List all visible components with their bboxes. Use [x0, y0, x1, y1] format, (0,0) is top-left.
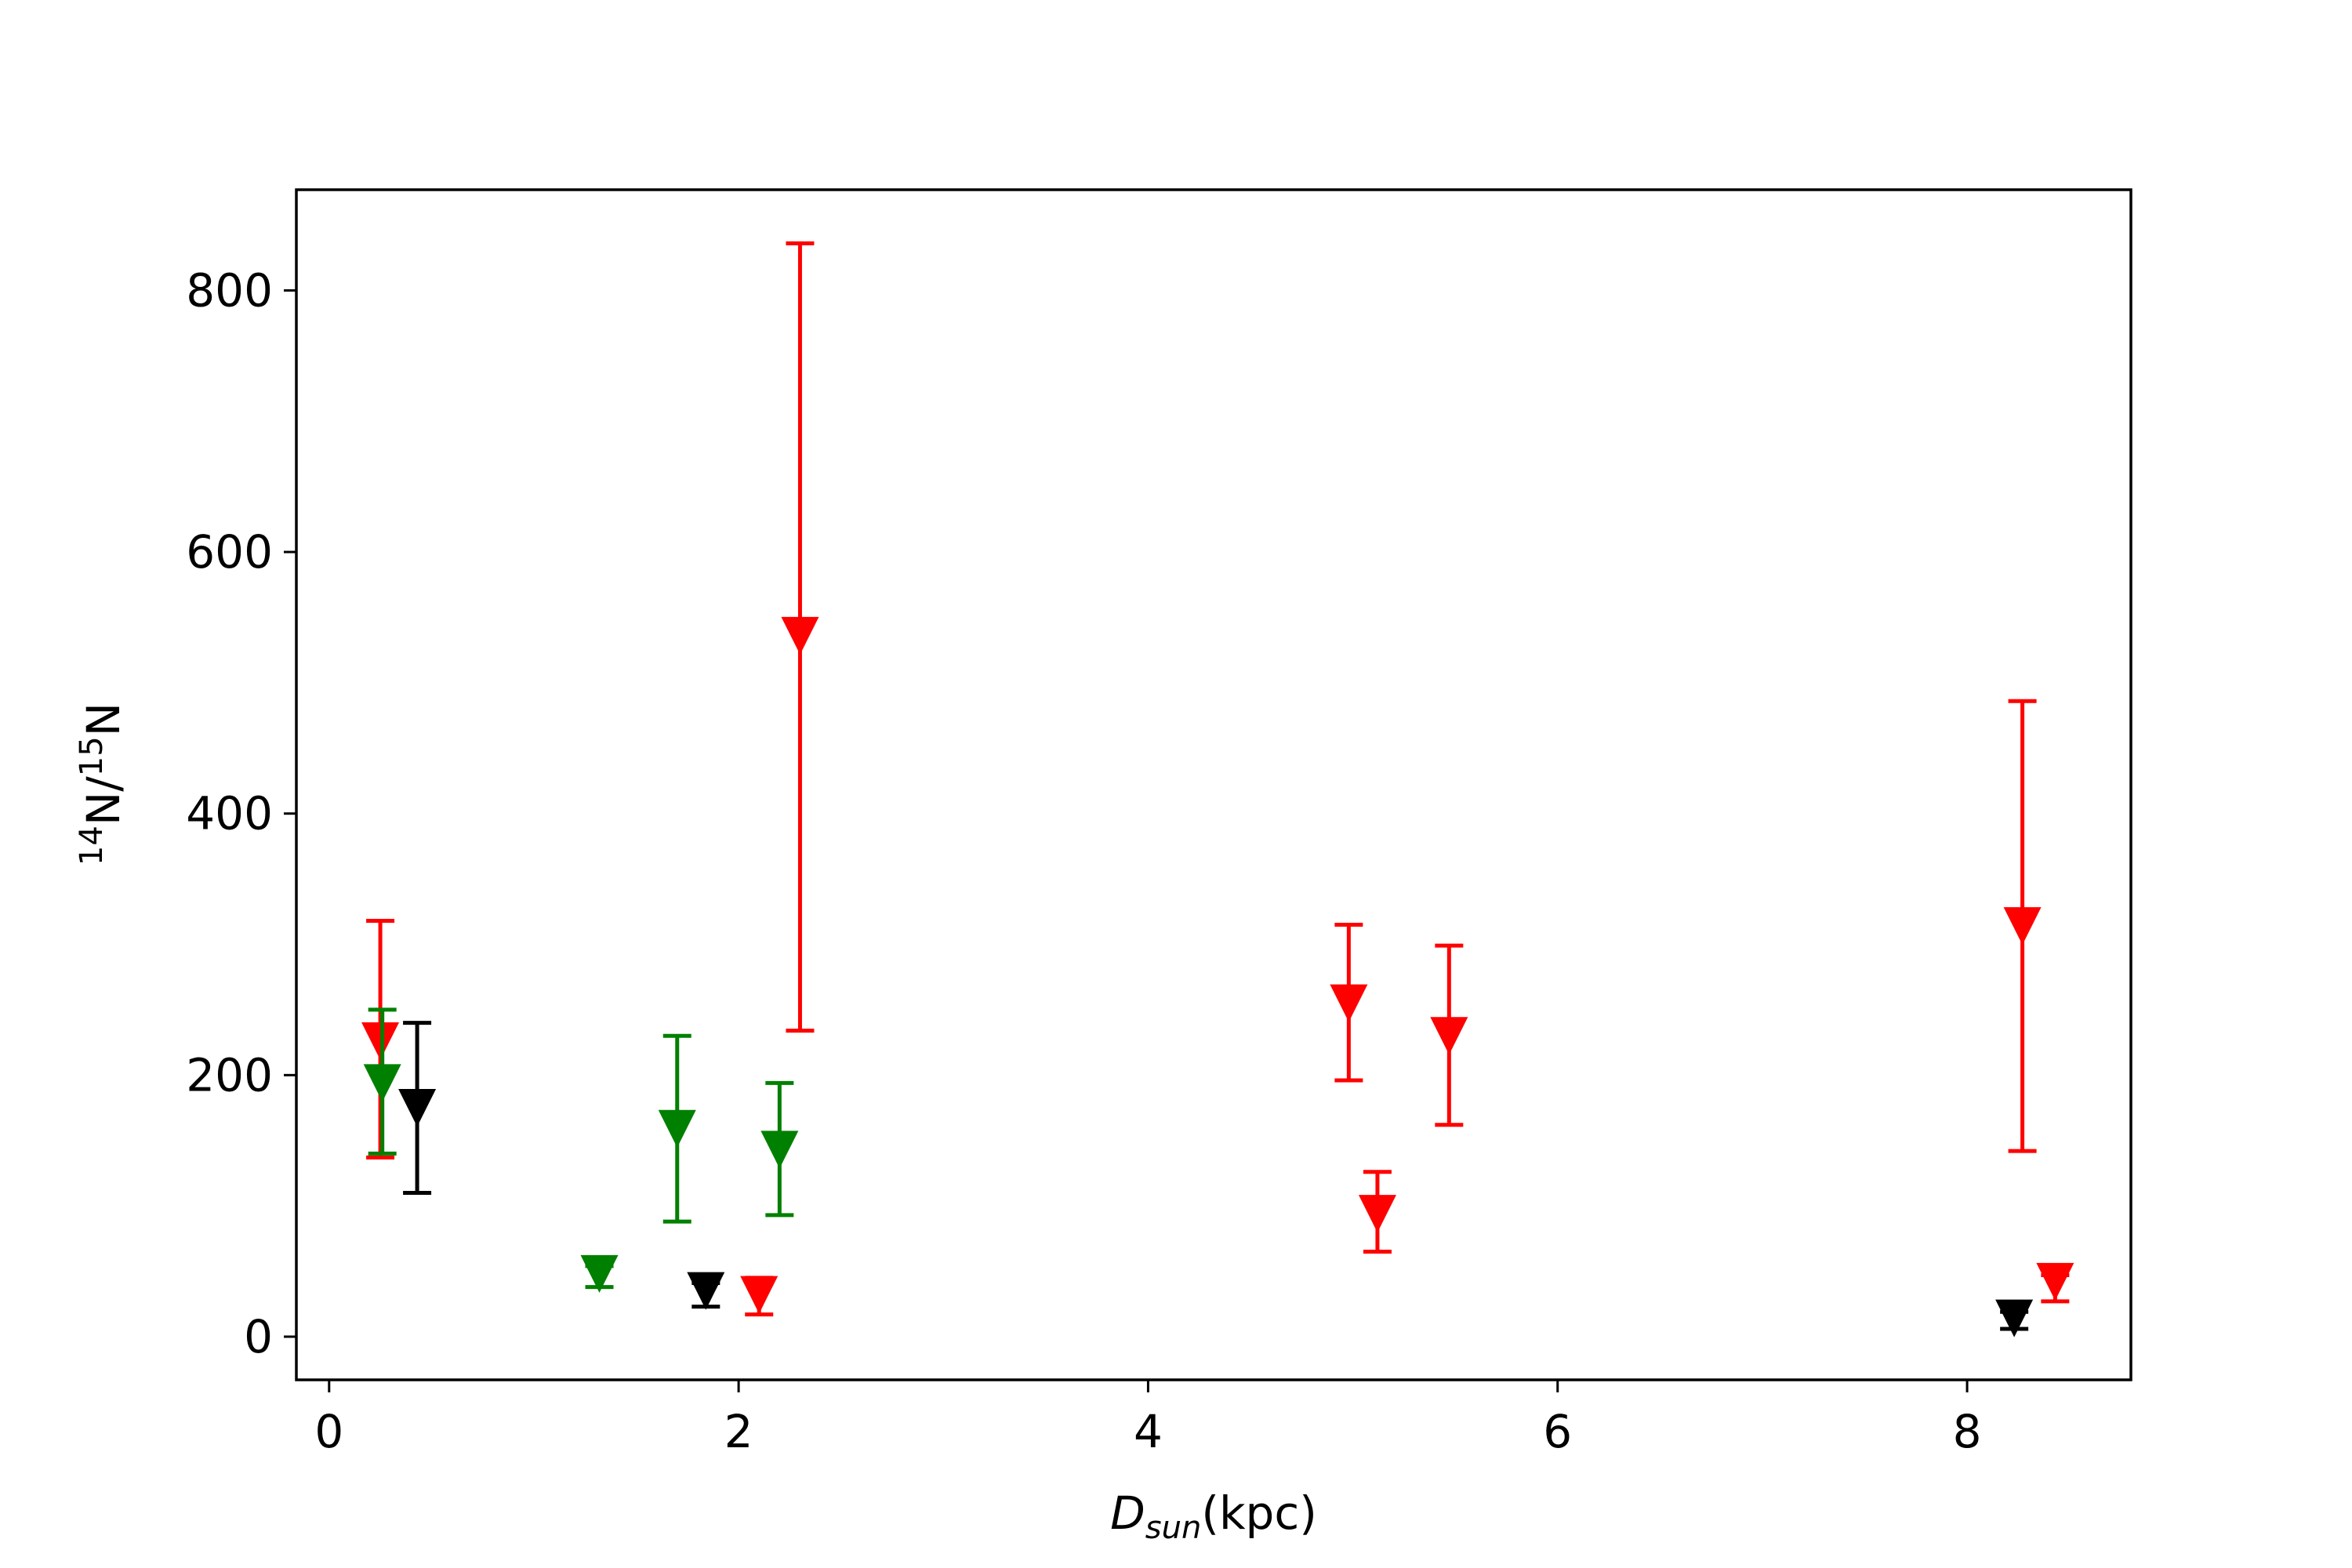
data-marker: [398, 1089, 437, 1127]
data-point: [398, 1021, 437, 1195]
y-tick-label: 0: [244, 1310, 273, 1363]
y-axis-label-mid: N/: [77, 776, 130, 826]
data-marker: [580, 1254, 619, 1293]
data-marker: [2003, 907, 2042, 946]
data-point: [740, 1276, 779, 1317]
x-tick-label: 4: [1134, 1405, 1163, 1458]
data-point: [658, 1033, 696, 1224]
x-axis-label-main: D: [1110, 1486, 1145, 1540]
x-tick-label: 8: [1953, 1405, 1982, 1458]
data-marker: [1358, 1195, 1396, 1233]
x-tick-label: 6: [1543, 1405, 1572, 1458]
data-marker: [781, 616, 819, 655]
data-point: [580, 1254, 619, 1293]
data-point: [781, 241, 819, 1033]
x-axis-label-subscript: sun: [1145, 1510, 1202, 1546]
data-point: [687, 1272, 725, 1310]
data-marker: [363, 1064, 401, 1102]
y-axis-label-tail: N: [77, 702, 130, 736]
y-tick-label: 600: [186, 525, 273, 579]
plot-marks: [361, 241, 2074, 1338]
y-tick-label: 200: [186, 1048, 273, 1102]
data-point: [2003, 699, 2042, 1153]
data-point: [1995, 1299, 2034, 1338]
data-point: [760, 1080, 799, 1218]
data-marker: [361, 1022, 400, 1060]
data-point: [363, 1007, 401, 1156]
x-tick-label: 0: [314, 1405, 343, 1458]
data-point: [361, 918, 400, 1160]
y-axis-ticks: 0 200 400 600 800: [186, 263, 296, 1363]
data-marker: [760, 1131, 799, 1169]
data-marker: [1430, 1017, 1468, 1055]
data-point: [1330, 922, 1368, 1083]
data-marker: [1995, 1299, 2034, 1338]
x-axis-ticks: 0 2 4 6 8: [314, 1380, 1982, 1458]
plot-area-frame: [295, 188, 2132, 1381]
y-axis-label-sup1: 14: [74, 826, 110, 866]
data-marker: [2036, 1262, 2074, 1301]
data-marker: [687, 1272, 725, 1310]
x-tick-label: 2: [724, 1405, 753, 1458]
y-axis-label: 14N/15N: [74, 702, 130, 866]
data-marker: [658, 1109, 696, 1148]
data-point: [2036, 1262, 2074, 1304]
data-marker: [740, 1276, 779, 1314]
x-axis-label-unit: (kpc): [1201, 1486, 1317, 1540]
data-marker: [1330, 984, 1368, 1022]
data-point: [1358, 1170, 1396, 1254]
data-point: [1430, 943, 1468, 1127]
x-axis-label: Dsun(kpc): [1110, 1486, 1317, 1546]
y-axis-label-sup2: 15: [74, 736, 110, 776]
y-tick-label: 800: [186, 263, 273, 317]
y-tick-label: 400: [186, 787, 273, 840]
